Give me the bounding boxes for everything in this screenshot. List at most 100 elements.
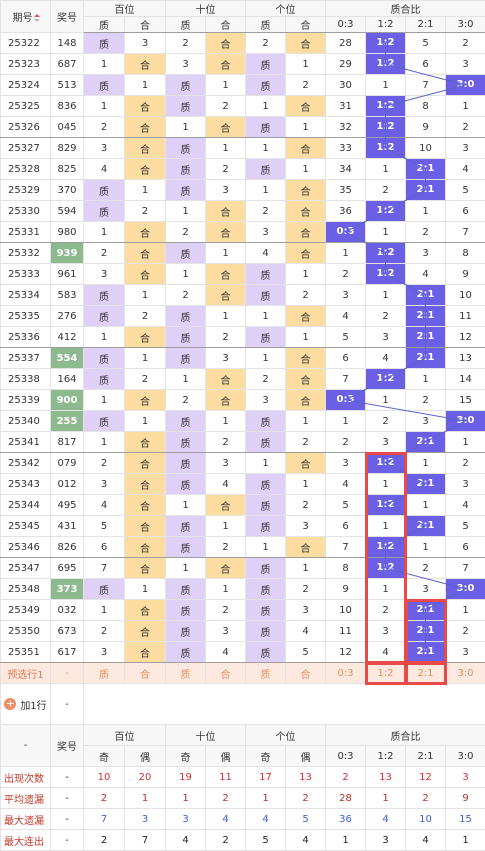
ratio-ball-label: 0:3 [326, 222, 365, 242]
prime-cell: 质 [166, 306, 206, 327]
prediction-toggle[interactable]: 质 [246, 663, 286, 684]
miss-cell: 1 [84, 390, 125, 411]
issue-cell: 25346 [1, 537, 51, 558]
prediction-ratio-toggle[interactable]: 1:2 [366, 663, 406, 684]
composite-cell: 合 [286, 201, 326, 222]
ratio-miss-cell: 6 [406, 54, 446, 75]
miss-cell: 3 [246, 222, 286, 243]
number-cell: 817 [51, 432, 84, 453]
stats-value: 7 [84, 809, 125, 830]
ratio-miss-cell: 7 [406, 75, 446, 96]
miss-cell: 4 [84, 495, 125, 516]
prediction-number: - [51, 663, 84, 684]
miss-cell: 2 [166, 390, 206, 411]
ratio-ball: 0:3 [326, 390, 366, 411]
issue-cell: 25349 [1, 600, 51, 621]
ratio-ball: 1:2 [366, 96, 406, 117]
prediction-ratio-toggle[interactable]: 2:1 [406, 663, 446, 684]
miss-cell: 2 [84, 453, 125, 474]
ratio-ball: 2:1 [406, 285, 446, 306]
prime-cell: 质 [246, 159, 286, 180]
number-cell: 148 [51, 33, 84, 54]
prediction-ratio-toggle[interactable]: 3:0 [446, 663, 485, 684]
prediction-toggle[interactable]: 合 [206, 663, 246, 684]
miss-cell: 1 [286, 54, 326, 75]
ratio-miss-cell: 3 [446, 642, 485, 663]
prime-cell: 质 [246, 117, 286, 138]
ratio-ball-label: 1:2 [366, 558, 405, 578]
stats-value: 11 [206, 767, 246, 788]
stats-hundreds-header: 百位 [84, 725, 166, 746]
ratio-miss-cell: 1 [326, 243, 366, 264]
ratio-ball-label: 3:0 [446, 411, 485, 431]
miss-cell: 5 [84, 516, 125, 537]
ratio-miss-cell: 1 [326, 411, 366, 432]
add-row-button[interactable]: +加1行 [4, 697, 46, 712]
miss-cell: 2 [206, 600, 246, 621]
prime-cell: 质 [246, 621, 286, 642]
composite-cell: 合 [206, 201, 246, 222]
miss-cell: 2 [286, 285, 326, 306]
miss-cell: 1 [84, 96, 125, 117]
composite-cell: 合 [125, 327, 166, 348]
miss-cell: 1 [246, 96, 286, 117]
number-cell: 164 [51, 369, 84, 390]
ratio-miss-cell: 1 [366, 579, 406, 600]
ratio-miss-cell: 6 [446, 537, 485, 558]
stats-number: - [51, 788, 84, 809]
ratio-miss-cell: 3 [326, 453, 366, 474]
number-cell: 412 [51, 327, 84, 348]
stats-value: 5 [246, 830, 286, 851]
ratio-miss-cell: 7 [326, 369, 366, 390]
ratio-ball-label: 2:1 [406, 180, 445, 200]
ratio-ball: 2:1 [406, 327, 446, 348]
ratio-ball: 3:0 [446, 75, 485, 96]
stats-value: 1 [366, 788, 406, 809]
ratio-ball: 3:0 [446, 411, 485, 432]
ratio-ball: 1:2 [366, 369, 406, 390]
miss-cell: 1 [166, 117, 206, 138]
prediction-toggle[interactable]: 质 [84, 663, 125, 684]
miss-cell: 1 [166, 264, 206, 285]
stats-value: 13 [286, 767, 326, 788]
stats-value: 15 [446, 809, 485, 830]
miss-cell: 4 [206, 642, 246, 663]
prime-cell: 质 [166, 75, 206, 96]
ratio-miss-cell: 9 [326, 579, 366, 600]
miss-cell: 2 [286, 432, 326, 453]
ratio-miss-cell: 1 [446, 96, 485, 117]
ratio-miss-cell: 1 [366, 285, 406, 306]
stats-value: 9 [446, 788, 485, 809]
ratio-miss-cell: 3 [406, 411, 446, 432]
stats-value: 28 [326, 788, 366, 809]
ratio-ball-label: 2:1 [406, 159, 445, 179]
ratio-ball-label: 1:2 [366, 369, 405, 389]
prime-cell: 质 [84, 33, 125, 54]
composite-cell: 合 [125, 495, 166, 516]
sort-icon[interactable] [34, 14, 39, 22]
issue-cell: 25351 [1, 642, 51, 663]
ratio-miss-cell: 3 [366, 327, 406, 348]
stats-value: 4 [166, 830, 206, 851]
number-cell: 495 [51, 495, 84, 516]
number-cell: 276 [51, 306, 84, 327]
hundreds-header: 百位 [84, 1, 166, 17]
miss-cell: 1 [286, 327, 326, 348]
issue-header[interactable]: 期号 [1, 1, 51, 33]
prime-cell: 质 [84, 369, 125, 390]
prime-cell: 质 [246, 285, 286, 306]
issue-cell: 25345 [1, 516, 51, 537]
prediction-toggle[interactable]: 合 [286, 663, 326, 684]
prediction-ratio-toggle[interactable]: 0:3 [326, 663, 366, 684]
prediction-toggle[interactable]: 质 [166, 663, 206, 684]
prediction-toggle[interactable]: 合 [125, 663, 166, 684]
ratio-miss-cell: 8 [326, 558, 366, 579]
issue-cell: 25334 [1, 285, 51, 306]
miss-cell: 2 [84, 117, 125, 138]
